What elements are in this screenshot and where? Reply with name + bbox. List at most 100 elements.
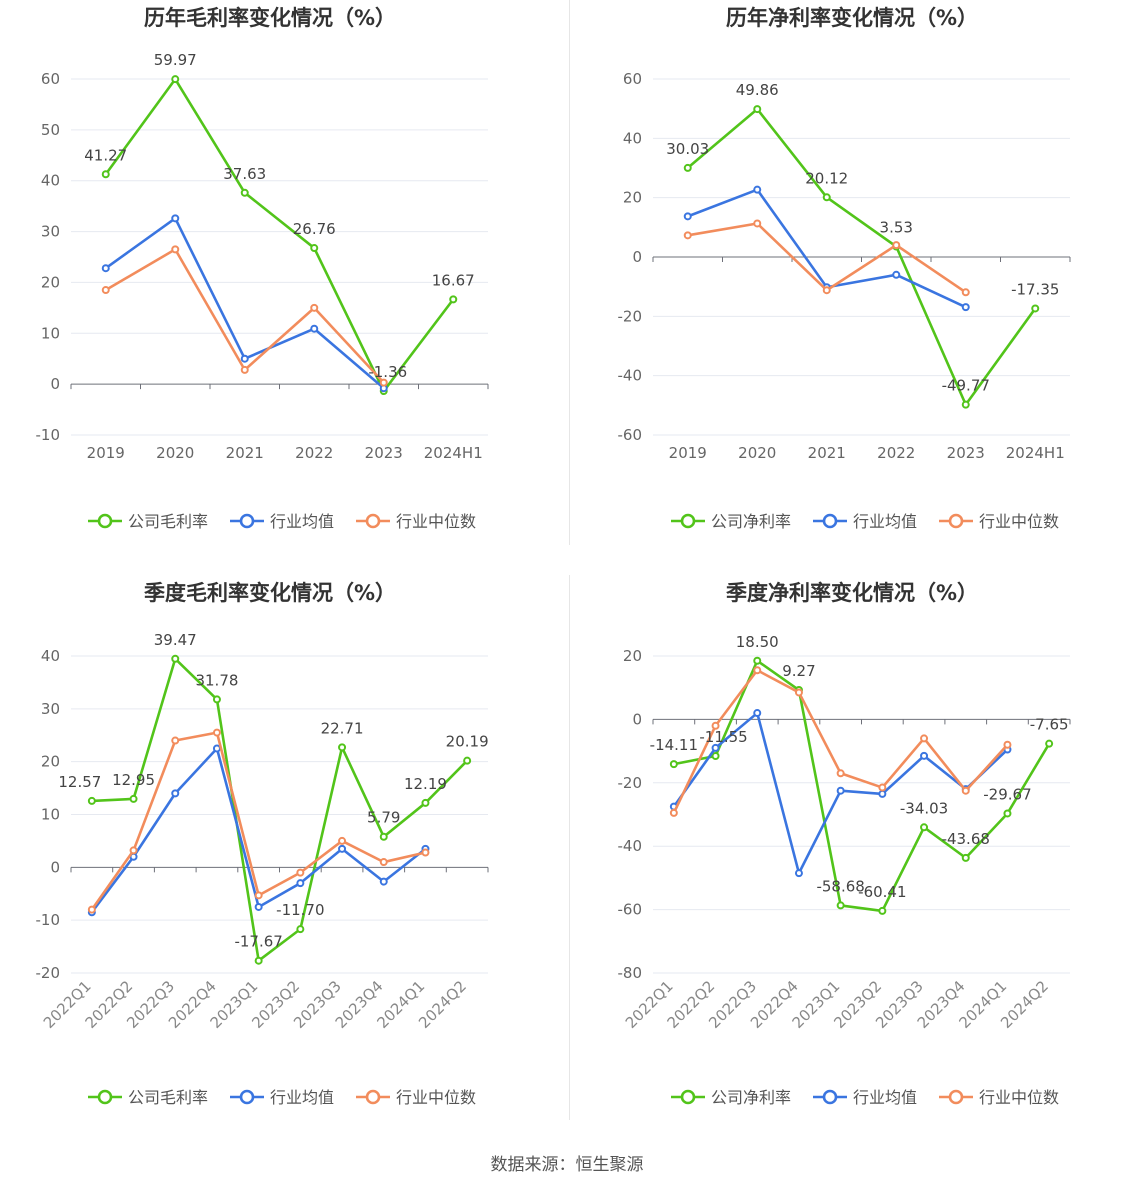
data-point-industry_median xyxy=(212,728,221,737)
vertical-divider-bottom xyxy=(569,575,570,1120)
legend-item-industry_median: 行业中位数 xyxy=(356,512,476,531)
data-point-industry_avg xyxy=(212,744,221,753)
data-label: 18.50 xyxy=(736,633,779,651)
y-tick-label: -60 xyxy=(618,426,643,444)
data-point-industry_median xyxy=(379,858,388,867)
data-label: 20.12 xyxy=(805,169,848,187)
y-tick-label: 20 xyxy=(623,647,642,665)
data-point-industry_median xyxy=(753,219,762,228)
legend-item-industry_avg: 行业均值 xyxy=(813,512,917,531)
data-point-company xyxy=(753,656,762,665)
data-point-industry_avg xyxy=(892,270,901,279)
data-point-company xyxy=(421,798,430,807)
data-source-note: 数据来源：恒生聚源 xyxy=(490,1155,644,1175)
data-point-industry_median xyxy=(296,868,305,877)
chart-title: 季度净利率变化情况（%） xyxy=(726,581,978,605)
legend-marker-icon xyxy=(680,1089,696,1105)
data-point-industry_median xyxy=(101,286,110,295)
data-point-company xyxy=(961,853,970,862)
data-point-company xyxy=(171,654,180,663)
data-point-industry_avg xyxy=(240,354,249,363)
data-point-company xyxy=(961,400,970,409)
y-tick-label: 30 xyxy=(41,700,60,718)
y-tick-label: 60 xyxy=(623,70,642,88)
x-tick-label: 2023 xyxy=(947,444,985,462)
y-tick-label: -40 xyxy=(618,837,643,855)
data-point-industry_median xyxy=(254,891,263,900)
data-label: 39.47 xyxy=(154,631,197,649)
legend-label: 行业均值 xyxy=(853,1088,917,1107)
x-tick-label: 2022 xyxy=(877,444,915,462)
data-label: -43.68 xyxy=(942,830,990,848)
legend-item-company: 公司净利率 xyxy=(671,1088,791,1107)
data-label: 3.53 xyxy=(880,219,913,237)
data-point-industry_avg xyxy=(310,324,319,333)
data-point-company xyxy=(310,244,319,253)
y-tick-label: 40 xyxy=(41,172,60,190)
legend-marker-icon xyxy=(97,513,113,529)
data-point-industry_avg xyxy=(379,877,388,886)
y-tick-label: -20 xyxy=(618,307,643,325)
data-point-company xyxy=(463,756,472,765)
data-label: 49.86 xyxy=(736,81,779,99)
legend-label: 公司毛利率 xyxy=(128,1088,208,1107)
legend-label: 公司毛利率 xyxy=(128,512,208,531)
legend-marker-icon xyxy=(365,1089,381,1105)
data-point-industry_median xyxy=(878,783,887,792)
data-label: -58.68 xyxy=(816,877,864,895)
legend-item-industry_median: 行业中位数 xyxy=(939,1088,1059,1107)
legend-marker-icon xyxy=(948,1089,964,1105)
data-point-industry_avg xyxy=(753,709,762,718)
y-tick-label: -20 xyxy=(618,774,643,792)
data-point-industry_avg xyxy=(794,869,803,878)
y-tick-label: 0 xyxy=(50,375,60,393)
y-tick-label: 10 xyxy=(41,324,60,342)
data-label: -17.67 xyxy=(234,933,282,951)
data-label: -17.35 xyxy=(1011,280,1059,298)
chart-panel-3: 季度毛利率变化情况（%）-20-100102030402022Q12022Q22… xyxy=(36,581,489,1107)
legend-marker-icon xyxy=(97,1089,113,1105)
data-point-company xyxy=(822,193,831,202)
chart-panel-4: 季度净利率变化情况（%）-80-60-40-200202022Q12022Q22… xyxy=(618,581,1071,1107)
data-point-company xyxy=(1003,809,1012,818)
legend-marker-icon xyxy=(239,1089,255,1105)
data-point-industry_avg xyxy=(753,185,762,194)
legend-item-industry_median: 行业中位数 xyxy=(939,512,1059,531)
data-label: 30.03 xyxy=(666,140,709,158)
y-tick-label: 50 xyxy=(41,121,60,139)
legend-label: 行业均值 xyxy=(270,512,334,531)
data-label: 41.27 xyxy=(84,146,127,164)
legend-label: 行业均值 xyxy=(853,512,917,531)
data-point-company xyxy=(379,832,388,841)
chart-title: 历年净利率变化情况（%） xyxy=(726,6,978,30)
y-tick-label: 20 xyxy=(41,273,60,291)
data-point-company xyxy=(101,170,110,179)
data-point-industry_avg xyxy=(836,786,845,795)
data-point-company xyxy=(1045,739,1054,748)
y-tick-label: -80 xyxy=(618,964,643,982)
y-tick-label: -40 xyxy=(618,367,643,385)
x-tick-label: 2020 xyxy=(156,444,194,462)
data-point-industry_median xyxy=(87,905,96,914)
data-label: -49.77 xyxy=(942,377,990,395)
data-point-company xyxy=(449,295,458,304)
legend-marker-icon xyxy=(365,513,381,529)
data-point-company xyxy=(1031,304,1040,313)
data-point-industry_median xyxy=(794,688,803,697)
data-point-company xyxy=(669,760,678,769)
series-line-company xyxy=(686,107,1037,406)
y-tick-label: 40 xyxy=(41,647,60,665)
data-point-industry_avg xyxy=(254,902,263,911)
data-label: 22.71 xyxy=(321,719,364,737)
y-tick-label: -10 xyxy=(36,911,61,929)
x-tick-label: 2021 xyxy=(808,444,846,462)
legend-marker-icon xyxy=(239,513,255,529)
data-point-company xyxy=(296,925,305,934)
data-point-industry_median xyxy=(1003,740,1012,749)
y-tick-label: 20 xyxy=(623,189,642,207)
data-point-industry_median xyxy=(892,241,901,250)
data-point-company xyxy=(711,752,720,761)
data-point-industry_median xyxy=(753,666,762,675)
data-point-industry_median xyxy=(669,808,678,817)
y-tick-label: 0 xyxy=(632,710,642,728)
